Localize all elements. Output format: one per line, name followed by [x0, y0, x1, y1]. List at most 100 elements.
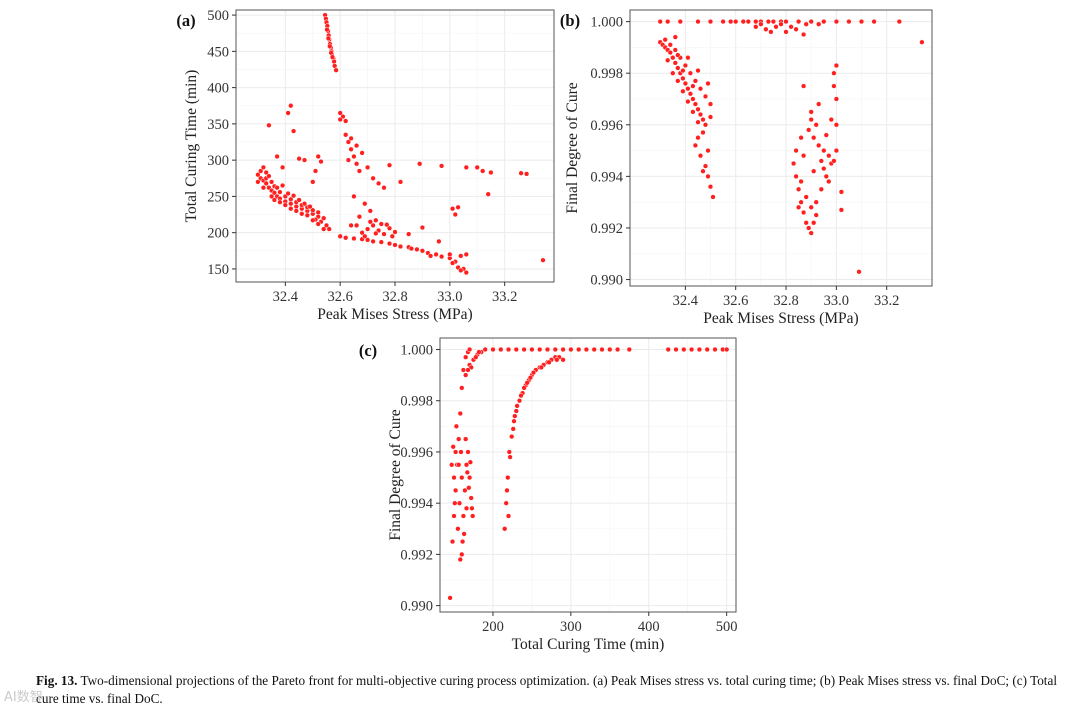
data-point — [800, 83, 807, 89]
data-point — [513, 346, 519, 353]
plot-frame — [629, 9, 933, 287]
data-point — [733, 18, 739, 25]
data-point — [614, 346, 621, 353]
data-point — [408, 245, 415, 252]
y-tick-label: 0.990 — [400, 599, 433, 615]
data-point — [773, 24, 779, 30]
data-point — [697, 86, 704, 92]
data-point — [343, 235, 349, 241]
data-point — [599, 346, 605, 353]
data-point — [753, 24, 759, 30]
data-point — [452, 487, 459, 494]
data-point — [816, 101, 822, 107]
y-axis-title: Final Degree of Cure — [387, 409, 404, 540]
data-point — [673, 346, 679, 353]
y-tick-label: 500 — [207, 8, 229, 24]
data-point — [277, 199, 283, 205]
data-point — [583, 346, 590, 353]
data-point — [521, 385, 527, 391]
data-point — [524, 380, 530, 386]
data-point — [463, 251, 469, 258]
data-point — [447, 251, 453, 258]
data-point — [419, 224, 426, 231]
x-tick-label: 32.4 — [673, 293, 699, 309]
data-point — [460, 513, 467, 519]
data-point — [692, 78, 699, 84]
data-point — [672, 34, 678, 40]
data-point — [503, 500, 509, 506]
data-point — [823, 173, 829, 180]
data-point — [353, 222, 360, 229]
data-point — [795, 204, 802, 210]
data-point — [831, 70, 837, 76]
data-point — [452, 500, 458, 506]
data-point — [451, 513, 457, 519]
y-tick-label: 300 — [207, 153, 229, 169]
data-point — [823, 132, 829, 138]
data-point — [364, 226, 371, 232]
data-point — [460, 367, 467, 373]
data-point — [463, 164, 469, 171]
data-point — [450, 444, 456, 450]
data-point — [296, 197, 302, 203]
data-point — [798, 135, 804, 141]
y-tick-label: 450 — [207, 44, 229, 60]
data-point — [268, 193, 275, 200]
data-point — [325, 35, 332, 41]
data-point — [770, 18, 777, 25]
data-point — [821, 165, 827, 172]
data-point — [795, 18, 802, 25]
data-point — [386, 240, 393, 247]
data-point — [800, 209, 807, 216]
data-point — [695, 135, 701, 141]
data-point — [468, 495, 474, 501]
data-point — [518, 170, 524, 176]
data-point — [758, 21, 764, 27]
x-tick-label: 500 — [716, 619, 738, 635]
data-point — [505, 474, 511, 481]
data-point — [685, 86, 691, 92]
data-point — [462, 487, 468, 494]
watermark: AI数智 — [4, 690, 43, 705]
data-point — [690, 109, 696, 115]
data-point — [397, 243, 404, 250]
data-point — [465, 449, 471, 455]
panel-c: 200 300 400 500 0.990 0.992 0.994 0.996 0.998 1.0… — [359, 337, 738, 653]
data-point — [452, 211, 458, 218]
data-point — [768, 29, 774, 35]
data-point — [871, 18, 877, 25]
data-point — [359, 230, 365, 236]
data-point — [301, 157, 308, 163]
data-point — [856, 269, 862, 275]
data-point — [919, 39, 925, 45]
data-point — [826, 153, 832, 159]
data-point — [324, 26, 330, 33]
data-point — [469, 505, 475, 511]
data-point — [458, 267, 464, 274]
data-point — [510, 426, 516, 432]
data-point — [745, 18, 751, 25]
data-point — [813, 212, 819, 218]
data-point — [705, 80, 711, 87]
data-point — [509, 433, 515, 440]
data-point — [296, 156, 302, 162]
data-point — [474, 164, 480, 171]
data-point — [333, 67, 339, 73]
data-point — [327, 43, 333, 49]
data-point — [753, 18, 759, 25]
data-point — [288, 196, 294, 202]
data-point — [546, 359, 552, 365]
data-point — [480, 168, 486, 174]
data-point — [331, 58, 337, 65]
y-tick-label: 0.994 — [400, 496, 433, 512]
data-point — [263, 180, 269, 187]
data-point — [788, 24, 794, 30]
data-point — [417, 161, 423, 167]
data-point — [351, 193, 357, 200]
data-point — [687, 91, 694, 97]
data-point — [800, 31, 807, 38]
data-point — [321, 226, 327, 232]
data-point — [427, 253, 434, 259]
plot-background — [440, 338, 736, 612]
data-point — [811, 135, 817, 141]
